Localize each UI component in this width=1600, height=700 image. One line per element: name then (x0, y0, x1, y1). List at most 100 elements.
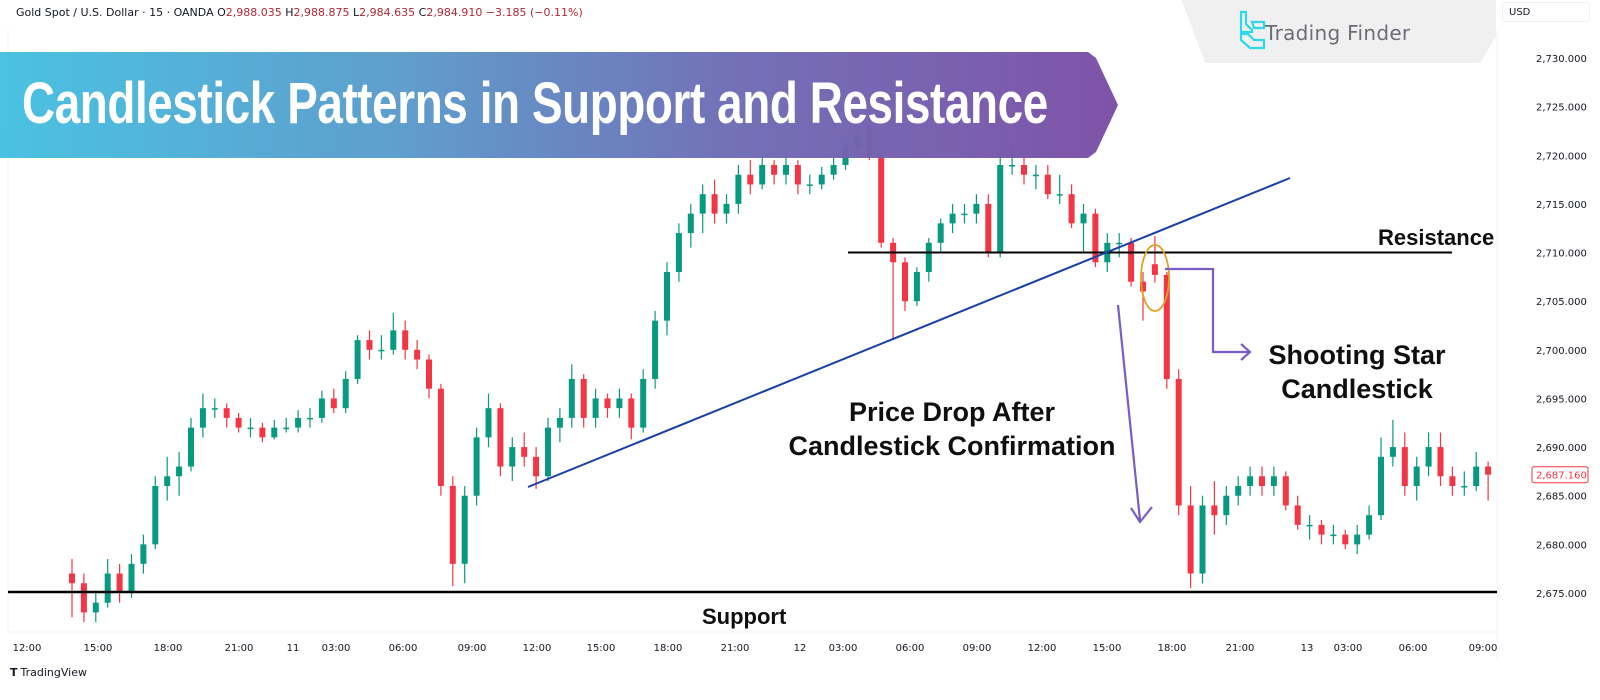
candle-body (1044, 174, 1051, 195)
candle (330, 388, 337, 414)
candle-body (116, 573, 123, 593)
time-tick-label: 09:00 (1469, 643, 1498, 654)
candle (295, 410, 302, 433)
candle (1175, 369, 1182, 516)
candle (247, 417, 254, 438)
candle (1151, 236, 1158, 283)
candle-body (223, 408, 230, 418)
candle-body (414, 349, 421, 360)
tradingview-footer[interactable]: 𝗧 TradingView (10, 666, 87, 679)
candle (140, 534, 147, 574)
candle-body (426, 359, 432, 389)
candle-body (1175, 378, 1182, 506)
candle (485, 393, 492, 448)
candle (1056, 174, 1063, 204)
candle-body (913, 271, 920, 302)
currency-selector[interactable]: USD (1502, 2, 1590, 22)
candle (1211, 481, 1218, 535)
candle-body (164, 476, 171, 486)
low-label: L (353, 6, 360, 19)
candle (794, 160, 801, 195)
candle-body (735, 174, 742, 204)
candle-body (92, 602, 99, 613)
candle (604, 393, 611, 418)
logo-background (1180, 0, 1496, 63)
candle (342, 371, 349, 414)
candle-body (580, 378, 587, 418)
candle-body (604, 398, 611, 409)
candle-body (1259, 476, 1265, 486)
time-tick-label: 21:00 (225, 643, 254, 654)
close-value: 2,984.910 (426, 6, 483, 19)
time-tick-label: 11 (287, 643, 300, 654)
time-tick-label: 06:00 (1399, 643, 1428, 654)
candle-body (925, 242, 932, 272)
shooting-star-arrow-icon (1165, 267, 1252, 361)
candle-body (1235, 485, 1242, 496)
candle-body (973, 203, 980, 214)
candle-body (652, 320, 659, 379)
candle-body (1413, 466, 1420, 486)
candle (1425, 432, 1432, 477)
candle-body (509, 447, 516, 467)
time-axis[interactable]: 12:00 15:00 18:00 21:00 11 03:00 06:00 09:00 12:… (13, 643, 1498, 654)
candle-body (711, 194, 718, 214)
time-tick-label: 06:00 (896, 643, 925, 654)
time-tick-label: 03:00 (1334, 643, 1363, 654)
candle (568, 364, 575, 428)
candle (1044, 164, 1051, 200)
candle (1342, 529, 1349, 550)
candle (973, 194, 980, 224)
candle-body (1461, 485, 1468, 488)
candle (1128, 237, 1135, 287)
candle-body (1485, 466, 1492, 475)
candle (687, 203, 694, 248)
candle-body (1068, 194, 1075, 224)
candle-body (1032, 174, 1039, 177)
price-drop-arrow-icon (1116, 304, 1153, 524)
candle (473, 427, 480, 506)
candle (414, 340, 421, 370)
candle (378, 335, 385, 360)
time-tick-label: 18:00 (154, 643, 183, 654)
candle-body (1056, 194, 1063, 196)
candle-body (247, 427, 254, 430)
candle-body (818, 174, 825, 185)
candle (1449, 466, 1456, 496)
candle (1378, 437, 1384, 521)
price-tick-label: 2,690.000 (1536, 443, 1587, 454)
candle (616, 388, 623, 418)
candle-body (1021, 164, 1027, 175)
symbol-name[interactable]: Gold Spot / U.S. Dollar · 15 · OANDA (16, 6, 214, 19)
candle-body (354, 340, 361, 379)
price-axis[interactable]: 2,730.000 2,725.000 2,720.000 2,715.000 2,71… (1531, 54, 1589, 600)
high-label: H (285, 6, 294, 19)
candle (961, 203, 968, 224)
candle-body (794, 164, 801, 185)
candle (985, 194, 992, 258)
price-drop-line-1: Price Drop After (848, 397, 1056, 427)
candle (223, 403, 230, 428)
tradingview-brand: TradingView (20, 666, 87, 679)
candle (80, 573, 87, 623)
candle-body (878, 155, 885, 243)
candle (1223, 485, 1230, 525)
candle (1485, 461, 1492, 501)
candle (1199, 495, 1206, 584)
candle-body (271, 427, 278, 438)
candle (199, 393, 206, 438)
candle-body (176, 466, 183, 477)
candle-body (1163, 274, 1170, 379)
last-price-badge (1531, 466, 1589, 484)
candle-body (1282, 476, 1289, 506)
candle (1461, 471, 1468, 496)
candle-body (1199, 505, 1206, 574)
time-tick-label: 21:00 (1226, 643, 1255, 654)
high-value: 2,988.875 (293, 6, 350, 19)
low-value: 2,984.635 (359, 6, 416, 19)
candle (307, 408, 313, 428)
price-tick-label: 2,715.000 (1536, 200, 1587, 211)
candle-body (104, 573, 111, 603)
candle (366, 330, 373, 360)
